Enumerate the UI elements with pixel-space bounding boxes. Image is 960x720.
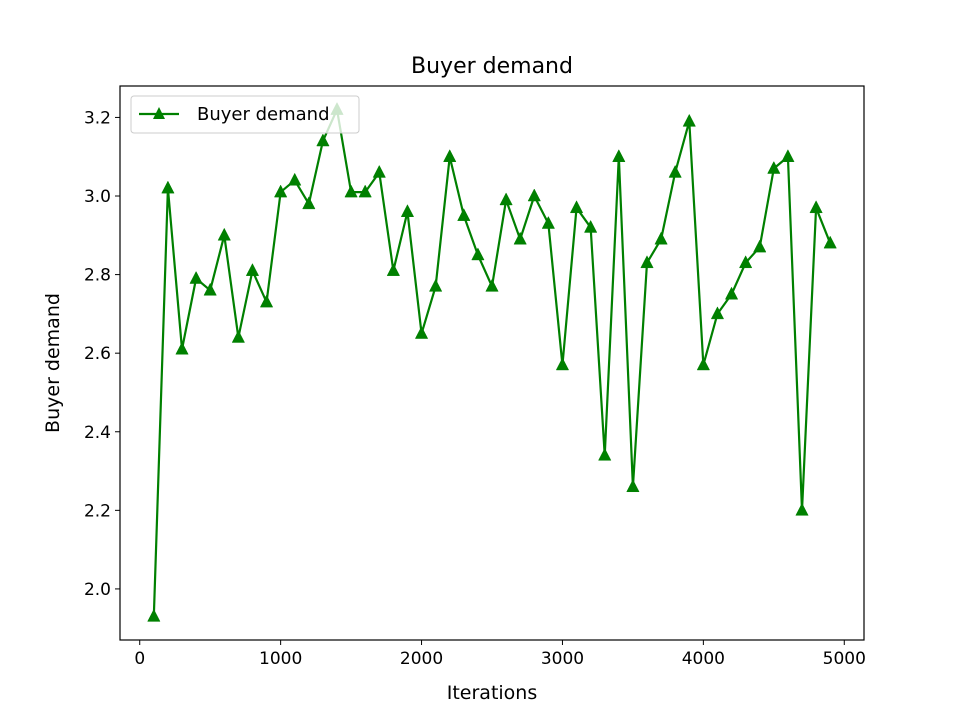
data-point-marker	[217, 227, 231, 241]
data-point-marker	[259, 294, 274, 308]
y-tick-label: 3.2	[84, 108, 111, 128]
data-point-marker	[569, 200, 584, 214]
data-point-marker	[823, 235, 837, 249]
data-point-marker	[612, 149, 626, 162]
data-point-marker	[598, 447, 612, 461]
data-point-marker	[414, 325, 429, 339]
data-point-marker	[443, 149, 457, 162]
data-point-marker	[203, 282, 217, 296]
y-axis-label: Buyer demand	[42, 293, 64, 433]
data-point-marker	[161, 180, 175, 194]
data-point-marker	[231, 329, 245, 343]
y-tick-label: 2.4	[84, 423, 111, 443]
data-point-marker	[471, 247, 485, 261]
data-point-marker	[767, 160, 781, 174]
legend-label: Buyer demand	[197, 104, 330, 125]
x-tick-label: 5000	[823, 649, 866, 669]
data-point-marker	[555, 357, 570, 371]
y-tick-label: 2.8	[84, 266, 111, 286]
data-point-marker	[386, 263, 400, 276]
data-point-marker	[753, 239, 767, 253]
data-point-marker	[400, 204, 415, 217]
axes-frame	[119, 85, 865, 641]
data-point-marker	[316, 133, 330, 147]
x-tick-label: 1000	[259, 649, 302, 669]
data-point-marker	[499, 192, 513, 206]
data-point-marker	[513, 231, 527, 245]
data-point-marker	[147, 608, 161, 622]
data-point-marker	[682, 113, 696, 127]
y-tick-label: 3.0	[84, 187, 111, 207]
data-point-marker	[809, 200, 823, 214]
data-point-marker	[696, 357, 710, 371]
y-tick-label: 2.2	[84, 501, 111, 521]
data-point-marker	[781, 149, 795, 162]
data-point-marker	[344, 184, 358, 198]
y-tick-label: 2.0	[84, 580, 111, 600]
data-point-marker	[584, 219, 598, 233]
data-point-marker	[429, 278, 443, 292]
data-point-marker	[372, 164, 386, 178]
data-point-marker	[274, 184, 288, 198]
chart-title: Buyer demand	[411, 54, 573, 79]
data-point-marker	[189, 270, 203, 284]
data-point-marker	[724, 286, 739, 300]
data-point-marker	[302, 196, 316, 210]
x-axis-label: Iterations	[447, 682, 538, 704]
data-point-marker	[527, 188, 541, 202]
x-tick-label: 4000	[682, 649, 725, 669]
data-point-marker	[668, 164, 682, 178]
plot-layer	[147, 102, 837, 622]
x-tick-label: 0	[134, 649, 145, 669]
data-point-marker	[245, 263, 260, 276]
x-axis: 0 1000 2000 3000 4000 5000	[134, 640, 866, 669]
data-point-marker	[457, 208, 471, 221]
data-point-marker	[710, 306, 725, 320]
data-point-marker	[640, 255, 654, 269]
legend-marker-triangle	[153, 107, 165, 119]
data-point-marker	[626, 479, 640, 493]
data-point-marker	[358, 184, 372, 198]
legend: Buyer demand	[130, 95, 360, 134]
data-point-marker	[288, 172, 302, 186]
data-point-marker	[739, 255, 753, 269]
y-tick-label: 2.6	[84, 344, 111, 364]
data-point-marker	[175, 341, 189, 355]
y-axis: 2.0 2.2 2.4 2.6 2.8 3.0 3.2	[84, 108, 120, 600]
data-point-marker	[795, 502, 809, 516]
data-point-marker	[541, 215, 555, 229]
data-point-marker	[485, 278, 499, 292]
data-point-marker	[654, 231, 668, 245]
x-tick-label: 3000	[541, 649, 584, 669]
x-tick-label: 2000	[400, 649, 443, 669]
legend-box	[130, 95, 360, 134]
